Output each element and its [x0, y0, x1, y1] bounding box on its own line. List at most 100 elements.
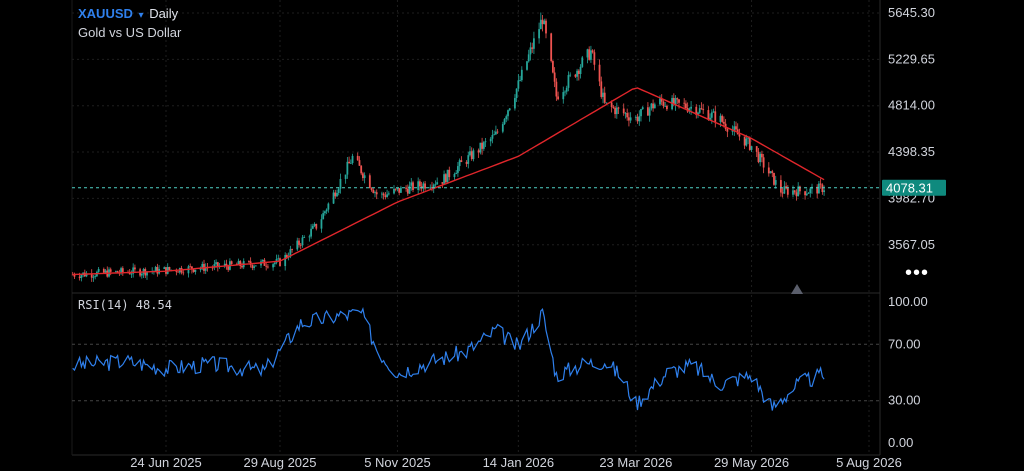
candle-body	[472, 150, 475, 160]
candle-body	[653, 104, 656, 109]
candle-body	[748, 137, 751, 150]
scroll-to-end-icon[interactable]	[791, 284, 803, 294]
candle-body	[279, 258, 281, 267]
candle-body	[508, 108, 511, 111]
candle-body	[458, 160, 461, 167]
candle-body	[652, 103, 654, 109]
candle-body	[211, 267, 214, 269]
candle-body	[85, 273, 88, 277]
candle-body	[267, 266, 269, 268]
candle-body	[700, 108, 703, 110]
candle-body	[641, 107, 644, 110]
candle-body	[368, 175, 371, 188]
candle-body	[491, 134, 494, 139]
candle-body	[685, 103, 687, 109]
candle-body	[731, 130, 734, 132]
candle-body	[470, 151, 473, 160]
candle-body	[761, 153, 763, 158]
candle-body	[363, 175, 366, 179]
candle-body	[565, 87, 568, 92]
candle-body	[189, 266, 192, 268]
candle-body	[576, 70, 578, 77]
rsi-tick-label: 70.00	[888, 336, 921, 351]
candle-body	[444, 174, 447, 183]
candle-body	[617, 107, 620, 109]
candle-body	[424, 183, 426, 189]
candle-body	[707, 110, 710, 120]
candlestick-series	[71, 12, 825, 282]
candle-body	[804, 191, 806, 196]
candle-body	[120, 268, 122, 274]
candle-body	[697, 112, 699, 116]
candle-body	[315, 223, 318, 229]
rsi-tick-label: 100.00	[888, 294, 928, 309]
time-tick-label: 14 Jan 2026	[483, 455, 555, 470]
candle-body	[543, 20, 546, 25]
candle-body	[479, 142, 482, 153]
candle-body	[94, 276, 97, 278]
candle-body	[434, 184, 437, 186]
candle-body	[97, 268, 100, 272]
candle-body	[237, 260, 240, 265]
candle-body	[400, 187, 402, 193]
timeframe-label[interactable]: Daily	[149, 6, 179, 21]
candle-body	[564, 91, 566, 93]
candle-body	[254, 265, 257, 267]
candle-body	[664, 105, 667, 107]
symbol-label[interactable]: XAUUSD	[78, 6, 133, 21]
moving-average-line	[72, 87, 825, 276]
candle-body	[448, 169, 451, 178]
candle-body	[286, 255, 288, 258]
time-tick-label: 5 Aug 2026	[836, 455, 902, 470]
candle-body	[320, 219, 323, 229]
candle-body	[356, 155, 359, 161]
candle-body	[460, 160, 463, 163]
rsi-axis: 100.00 70.00 30.00 0.00	[888, 294, 928, 450]
candle-body	[146, 271, 148, 276]
candle-body	[507, 110, 509, 117]
candle-body	[550, 33, 553, 62]
candle-body	[723, 121, 725, 124]
candle-body	[745, 138, 748, 146]
candle-body	[610, 102, 613, 107]
candle-body	[660, 98, 663, 102]
caret-down-icon[interactable]: ▾	[138, 10, 144, 21]
candle-body	[767, 167, 770, 174]
rsi-line	[72, 307, 825, 411]
candle-body	[688, 108, 691, 112]
candle-body	[163, 267, 166, 269]
price-tick-label: 5645.30	[888, 5, 935, 20]
candle-body	[301, 237, 304, 246]
candle-body	[781, 192, 784, 194]
candle-body	[477, 150, 480, 153]
candle-body	[783, 186, 786, 194]
candle-body	[216, 262, 219, 268]
candle-body	[457, 166, 459, 173]
candle-body	[410, 182, 413, 186]
candle-body	[797, 186, 800, 197]
candle-body	[265, 265, 268, 267]
candle-body	[678, 99, 680, 103]
candle-body	[273, 262, 276, 265]
candle-body	[676, 98, 679, 100]
candle-body	[360, 165, 363, 174]
candle-body	[726, 128, 729, 132]
candle-body	[738, 134, 741, 137]
candle-body	[121, 268, 124, 273]
candle-body	[489, 138, 492, 142]
candle-body	[581, 57, 584, 67]
rsi-tick-label: 30.00	[888, 393, 921, 408]
more-options-icon[interactable]: •••	[905, 262, 930, 284]
price-axis: 5645.305229.654814.004398.353982.703567.…	[888, 5, 935, 252]
candle-body	[241, 265, 243, 268]
candle-body	[204, 267, 207, 271]
candle-body	[792, 190, 794, 195]
time-tick-label: 29 Aug 2025	[243, 455, 316, 470]
chart-header[interactable]: XAUUSD ▾ Daily Gold vs US Dollar	[78, 5, 181, 41]
last-price-badge: 4078.31	[882, 179, 946, 196]
rsi-indicator-label[interactable]: RSI(14) 48.54	[78, 298, 172, 312]
candle-body	[533, 38, 535, 49]
candle-body	[291, 249, 293, 251]
candle-body	[577, 70, 580, 74]
